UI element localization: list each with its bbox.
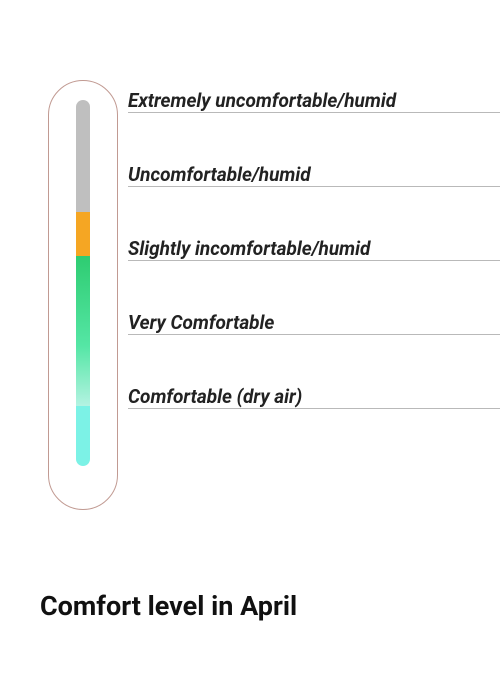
seg-cyan — [76, 406, 90, 466]
seg-grey-top — [76, 100, 90, 212]
label-l2: Uncomfortable/humid — [128, 163, 311, 186]
label-l4: Very Comfortable — [128, 311, 274, 334]
seg-green-gradient — [76, 256, 90, 406]
chart-title: Comfort level in April — [40, 590, 297, 622]
rule-l3 — [128, 260, 500, 261]
seg-orange — [76, 212, 90, 256]
rule-l4 — [128, 334, 500, 335]
label-l5: Comfortable (dry air) — [128, 385, 302, 408]
label-l1: Extremely uncomfortable/humid — [128, 89, 396, 112]
rule-l2 — [128, 186, 500, 187]
rule-l5 — [128, 408, 500, 409]
label-l3: Slightly incomfortable/humid — [128, 237, 370, 260]
comfort-thermometer-chart: Extremely uncomfortable/humid Uncomforta… — [0, 0, 500, 680]
rule-l1 — [128, 112, 500, 113]
